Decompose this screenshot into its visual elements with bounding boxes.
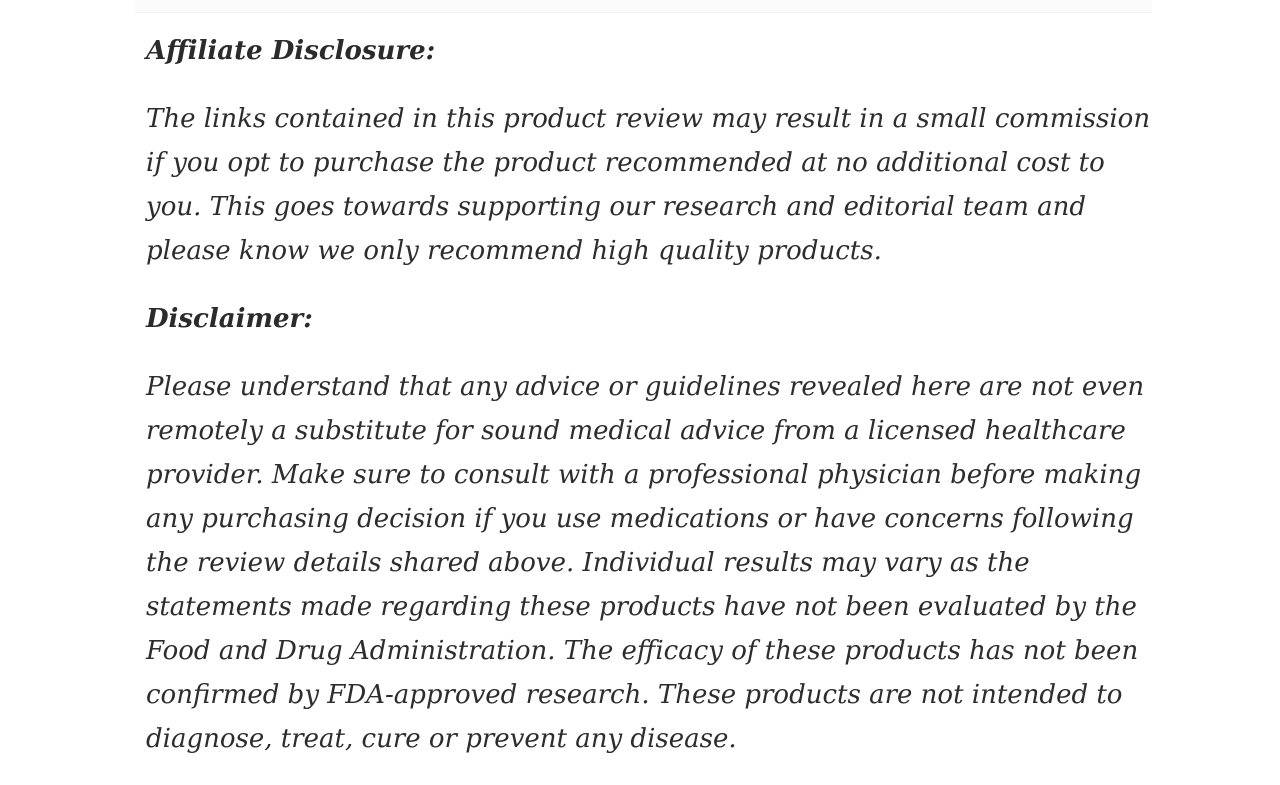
affiliate-disclosure-heading: Affiliate Disclosure:: [146, 36, 436, 66]
article-body: Affiliate Disclosure: The links containe…: [146, 13, 1153, 785]
affiliate-disclosure-paragraph: The links contained in this product revi…: [146, 104, 1151, 266]
disclaimer-heading: Disclaimer:: [146, 304, 313, 334]
disclaimer-paragraph: Please understand that any advice or gui…: [146, 372, 1145, 754]
top-divider: [135, 0, 1152, 13]
